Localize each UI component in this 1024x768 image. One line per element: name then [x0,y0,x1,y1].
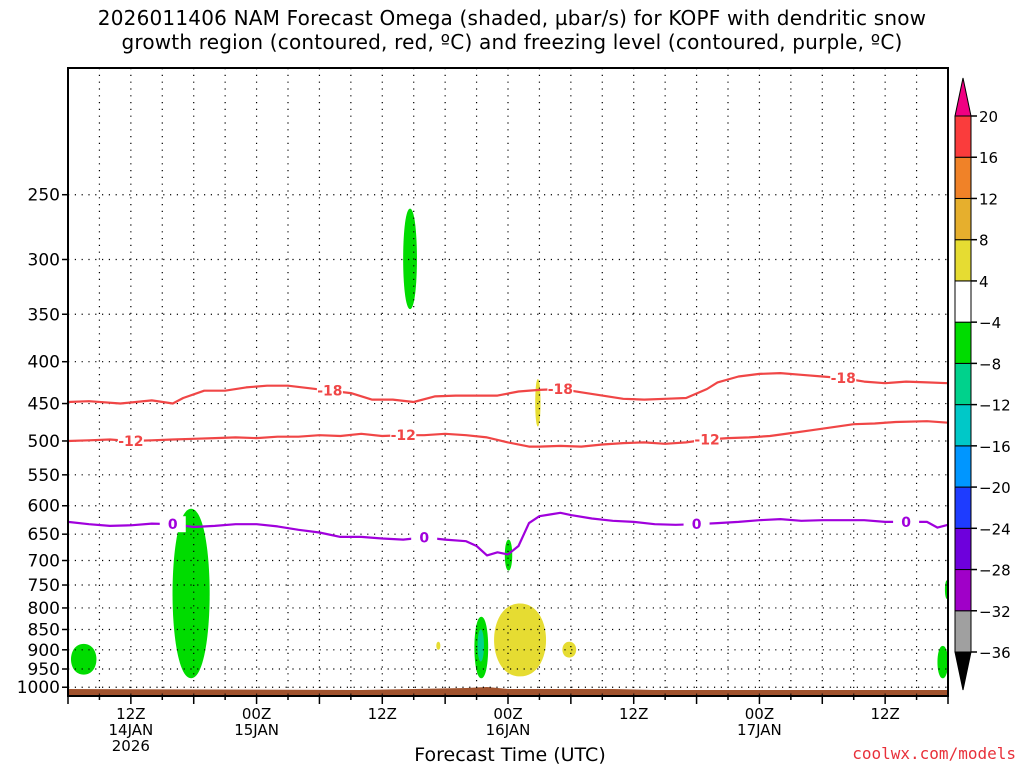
x-tick-label-18-0: 00Z [242,705,271,723]
colorbar-label--20: −20 [979,479,1011,497]
contour-line--18 [67,372,949,405]
colorbar-band-11 [954,156,972,199]
colorbar-band-5 [954,404,972,447]
y-tick-label-950: 950 [28,660,60,680]
colorbar: −36 −32 −28 −24 −20 −16 −12 −8 −4 4 8 12 16 20 [954,77,1011,691]
y-tick-label-750: 750 [28,576,60,596]
y-tick-label-450: 450 [28,395,60,415]
contour-label-0: 0 [419,530,429,546]
contour-label-bg [547,381,574,398]
contour-label-0: 0 [168,517,178,533]
colorbar-label--8: −8 [979,355,1001,373]
omega-region-8 [494,603,547,677]
colorbar-label--24: −24 [979,520,1011,538]
colorbar-label-20: 20 [979,108,998,126]
y-tick-label-250: 250 [28,186,60,206]
colorbar-band-8 [954,280,972,323]
contour-label-0: 0 [692,517,702,533]
colorbar-band-3 [954,486,972,529]
x-tick-label-78-0: 12Z [870,705,899,723]
y-tick-label-600: 600 [28,497,60,517]
contour-label-bg [316,382,343,399]
y-tick-label-500: 500 [28,432,60,452]
contour-label-0: 0 [901,515,911,531]
contour-label--12: -12 [118,434,143,450]
colorbar-label-16: 16 [979,149,998,167]
contour-label--12: -12 [694,433,719,449]
contour-label-bg [893,513,920,530]
x-tick-label-66-0: 00Z [745,705,774,723]
omega-region-6 [937,645,949,679]
colorbar-band-7 [954,321,972,364]
colorbar-label-12: 12 [979,190,998,208]
x-tick-label-18-1: 15JAN [234,721,279,739]
colorbar-band-2 [954,527,972,571]
omega-region-9 [535,379,541,427]
colorbar-band-4 [954,445,972,488]
colorbar-label-4: 4 [979,273,989,291]
y-tick-label-800: 800 [28,599,60,619]
contour-label--18: -18 [831,371,856,387]
colorbar-label--12: −12 [979,397,1011,415]
x-tick-label-42-1: 16JAN [486,721,531,739]
y-tick-label-900: 900 [28,641,60,661]
y-tick-label-550: 550 [28,466,60,486]
x-tick-label-6-2: 2026 [112,737,150,755]
omega-region-1 [172,508,210,679]
y-tick-label-1000: 1000 [17,678,60,698]
contour-layer: -18 -18 -18 -12 -12 -12 0 0 0 0 [67,370,949,557]
y-tick-label-400: 400 [28,353,60,373]
credit-text: coolwx.com/models [852,744,1016,763]
x-tick-label-6-0: 12Z [116,705,145,723]
contour-label-bg [683,516,710,533]
colorbar-band-10 [954,197,972,241]
x-tick-label-30-0: 12Z [368,705,397,723]
contour-label-bg [117,432,144,449]
contour-line-0 [67,511,949,557]
contour-label-bg [411,529,438,546]
omega-region-10 [562,641,577,658]
colorbar-band-12 [954,115,972,158]
contour-label--18: -18 [317,384,342,400]
y-tick-label-350: 350 [28,305,60,325]
omega-region-11 [436,641,441,650]
y-tick-label-300: 300 [28,250,60,270]
omega-region-2 [403,208,417,310]
chart-title-line-1: 2026011406 NAM Forecast Omega (shaded, µ… [97,6,927,30]
colorbar-label--36: −36 [979,644,1011,662]
chart-title: 2026011406 NAM Forecast Omega (shaded, µ… [0,6,1024,54]
contour-label-bg [159,516,186,533]
y-tick-label-650: 650 [28,525,60,545]
contour-label-bg [694,431,721,448]
colorbar-band-9 [954,239,972,282]
contour-label--12: -12 [391,428,416,444]
y-tick-label-850: 850 [28,620,60,640]
contour-label--18: -18 [548,382,573,398]
colorbar-label-8: 8 [979,232,989,250]
x-axis-label: Forecast Time (UTC) [414,744,606,766]
x-tick-label-66-1: 17JAN [737,721,782,739]
colorbar-band-6 [954,362,972,406]
colorbar-bottom-triangle [954,651,972,691]
colorbar-label--28: −28 [979,562,1011,580]
omega-region-4 [477,629,484,662]
x-tick-label-54-0: 12Z [619,705,648,723]
contour-label-bg [830,370,857,387]
omega-shading-layer [70,208,949,679]
axes-layer: 2503003504004505005506006507007508008509… [17,67,949,755]
contour-line--12 [67,420,949,448]
colorbar-band-0 [954,610,972,653]
x-tick-label-42-0: 00Z [493,705,522,723]
colorbar-label--32: −32 [979,603,1011,621]
colorbar-label--4: −4 [979,314,1001,332]
x-tick-label-6-1: 14JAN [108,721,153,739]
contour-label-bg [390,427,417,444]
colorbar-label--16: −16 [979,438,1011,456]
colorbar-top-triangle [954,77,972,117]
omega-region-0 [70,643,97,675]
colorbar-band-1 [954,569,972,612]
chart-title-line-2: growth region (contoured, red, ºC) and f… [121,30,903,54]
y-tick-label-700: 700 [28,552,60,572]
